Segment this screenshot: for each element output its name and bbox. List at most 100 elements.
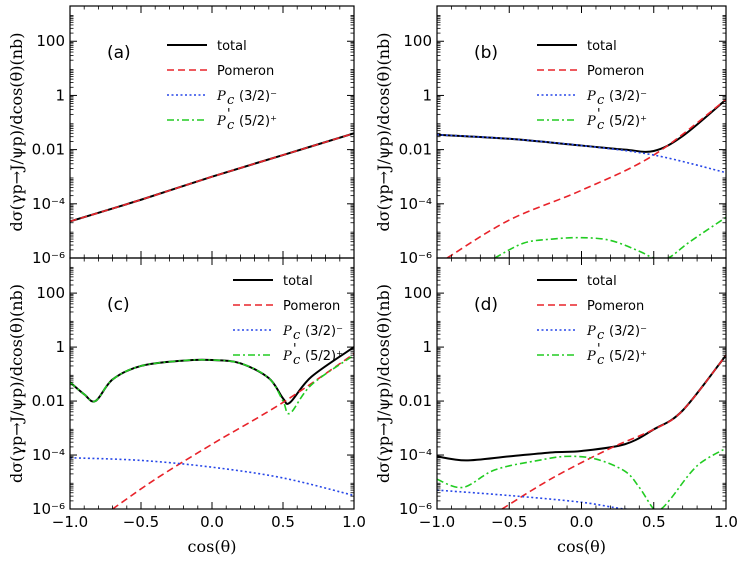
y-tick-label: 10⁻⁴	[32, 195, 65, 213]
x-tick-label: 0.0	[200, 513, 224, 531]
y-tick-label: 10⁻⁶	[32, 249, 65, 267]
y-axis-label: dσ(γp→J/ψp)/dcos(θ)(nb)	[7, 32, 26, 231]
x-axis-label: cos(θ)	[188, 537, 237, 556]
y-axis-label: dσ(γp→J/ψp)/dcos(θ)(nb)	[374, 32, 393, 231]
y-tick-label: 100	[403, 284, 432, 302]
panel-d: 10⁻⁶ 10⁻⁴ 0.01 1 100 −1.0 −0.5 0.0 0.5 1.0 (d) tota…	[374, 257, 738, 556]
y-tick-label: 10⁻⁴	[32, 446, 65, 464]
curves	[70, 346, 354, 509]
legend-label-pomeron: Pomeron	[587, 64, 644, 79]
y-tick-label: 1	[422, 338, 432, 356]
y-tick-label: 1	[55, 338, 65, 356]
y-tick-label: 10⁻⁴	[399, 446, 432, 464]
legend-label-pc52-sub: c	[597, 353, 605, 368]
panel-label: (b)	[474, 43, 498, 63]
legend-label-pc32-spin: (3/2)⁻	[609, 324, 647, 339]
legend-label-pc52-spin: (5/2)⁺	[239, 114, 277, 129]
legend-label-pc52-sub: c	[227, 118, 235, 133]
legend: total Pomeron P c (3/2)⁻ P'c (5/2)⁺	[167, 39, 277, 133]
series-pc52	[70, 354, 354, 415]
series-pomeron	[112, 353, 354, 509]
legend-label-pc52-base: P	[586, 114, 596, 129]
curves	[437, 354, 726, 509]
series-total	[437, 354, 726, 462]
legend-label-pomeron: Pomeron	[283, 299, 340, 314]
x-tick-label: 0.5	[271, 513, 295, 531]
panel-a: 10⁻⁶ 10⁻⁴ 0.01 1 100 (a) total Pomeron P c (3/2)⁻ P…	[7, 5, 355, 267]
legend-label-pc52-base: P	[282, 349, 292, 364]
legend-label-pc52-sub: c	[293, 353, 301, 368]
legend-label-pc32-base: P	[216, 89, 226, 104]
legend-label-total: total	[283, 274, 313, 289]
series-pomeron	[446, 98, 726, 258]
legend-label-pc32-sub: c	[597, 93, 605, 108]
series-pc52	[494, 216, 726, 258]
y-tick-label: 10⁻⁶	[399, 500, 432, 518]
legend-label-total: total	[217, 39, 247, 54]
y-tick-label: 100	[403, 32, 432, 50]
x-tick-label: −1.0	[52, 513, 88, 531]
x-tick-label: 1.0	[342, 513, 366, 531]
panel-b: 10⁻⁶ 10⁻⁴ 0.01 1 100 (b) total Pomeron P c (3/2)⁻ P…	[374, 5, 727, 267]
series-pc32	[70, 456, 354, 497]
legend-label-pc32-sub: c	[227, 93, 235, 108]
x-tick-label: 0.0	[570, 513, 594, 531]
y-tick-label: 0.01	[32, 392, 65, 410]
legend-label-pc52-prime: '	[597, 342, 601, 357]
panel-label: (d)	[474, 295, 498, 315]
series-total	[437, 98, 726, 153]
legend-label-pc32-spin: (3/2)⁻	[305, 324, 343, 339]
legend-label-pc52-spin: (5/2)⁺	[609, 114, 647, 129]
series-pc52	[437, 447, 726, 509]
legend-label-pomeron: Pomeron	[217, 64, 274, 79]
legend-label-pc32-sub: c	[597, 328, 605, 343]
legend: total Pomeron P c (3/2)⁻ P'c (5/2)⁺	[537, 274, 647, 368]
x-tick-label: −1.0	[419, 513, 455, 531]
legend-label-total: total	[587, 274, 617, 289]
y-tick-label: 10⁻⁴	[399, 195, 432, 213]
x-axis-label: cos(θ)	[557, 537, 606, 556]
panel-label: (c)	[107, 295, 130, 315]
y-tick-label: 0.01	[32, 141, 65, 159]
y-tick-label: 1	[422, 86, 432, 104]
curves	[70, 132, 354, 223]
legend-label-pc52-spin: (5/2)⁺	[305, 349, 343, 364]
panel-c: 10⁻⁶ 10⁻⁴ 0.01 1 100 −1.0 −0.5 0.0 0.5 1.0 (c) tota…	[7, 257, 366, 556]
y-tick-label: 10⁻⁶	[399, 249, 432, 267]
series-pomeron	[70, 132, 354, 223]
y-axis-label: dσ(γp→J/ψp)/dcos(θ)(nb)	[7, 284, 26, 483]
legend-label-pc32-spin: (3/2)⁻	[239, 89, 277, 104]
legend-label-pc52-prime: '	[293, 342, 297, 357]
y-tick-label: 0.01	[399, 392, 432, 410]
x-tick-label: −0.5	[123, 513, 159, 531]
legend-label-pc32-base: P	[586, 89, 596, 104]
x-tick-label: 0.5	[642, 513, 666, 531]
series-pc32	[437, 133, 726, 174]
x-tick-label: 1.0	[714, 513, 738, 531]
series-pc32	[437, 489, 654, 509]
legend-label-pc52-prime: '	[597, 107, 601, 122]
legend-label-pc52-sub: c	[597, 118, 605, 133]
y-tick-label: 1	[55, 86, 65, 104]
y-tick-label: 100	[36, 32, 65, 50]
legend: total Pomeron P c (3/2)⁻ P'c (5/2)⁺	[537, 39, 647, 133]
legend-label-pc52-prime: '	[227, 107, 231, 122]
legend-label-pc32-spin: (3/2)⁻	[609, 89, 647, 104]
y-tick-label: 100	[36, 284, 65, 302]
legend-label-total: total	[587, 39, 617, 54]
y-tick-label: 0.01	[399, 141, 432, 159]
legend-label-pc52-spin: (5/2)⁺	[609, 349, 647, 364]
y-tick-label: 10⁻⁶	[32, 500, 65, 518]
y-axis-label: dσ(γp→J/ψp)/dcos(θ)(nb)	[374, 284, 393, 483]
legend: total Pomeron P c (3/2)⁻ P'c (5/2)⁺	[233, 274, 343, 368]
legend-label-pomeron: Pomeron	[587, 299, 644, 314]
legend-label-pc32-base: P	[282, 324, 292, 339]
curves	[437, 98, 726, 258]
series-pomeron	[501, 354, 726, 509]
legend-label-pc52-base: P	[216, 114, 226, 129]
x-tick-label: −0.5	[491, 513, 527, 531]
panel-label: (a)	[107, 43, 131, 63]
legend-label-pc32-base: P	[586, 324, 596, 339]
legend-label-pc52-base: P	[586, 349, 596, 364]
